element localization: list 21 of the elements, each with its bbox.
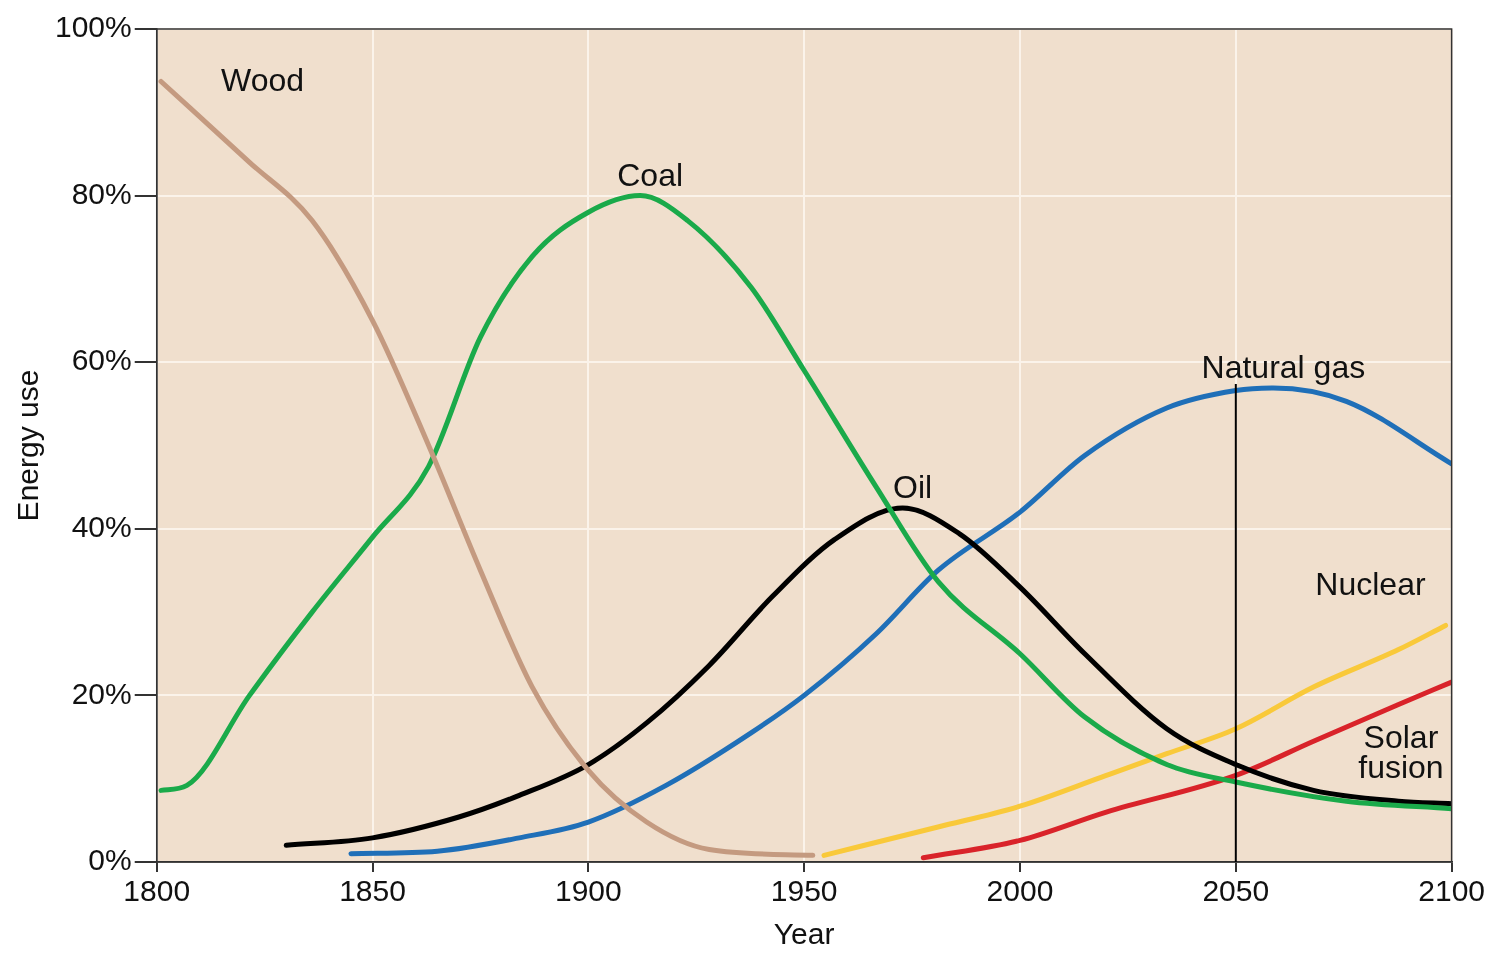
y-tick-label: 100% bbox=[54, 10, 132, 44]
x-tick-label: 1850 bbox=[339, 874, 406, 908]
series-label: Oil bbox=[893, 468, 933, 505]
x-tick-label: 2000 bbox=[986, 874, 1054, 908]
y-tick-label: 80% bbox=[71, 176, 132, 210]
x-tick-label: 1900 bbox=[554, 874, 622, 908]
x-tick-label: 2100 bbox=[1418, 874, 1486, 908]
series-label: Wood bbox=[221, 62, 305, 99]
series-label: Nuclear bbox=[1315, 566, 1426, 603]
x-axis-title: Year bbox=[773, 917, 835, 951]
x-tick-label: 1800 bbox=[123, 874, 191, 908]
series-label: Coal bbox=[617, 156, 684, 193]
series-label: Natural gas bbox=[1201, 349, 1366, 386]
y-axis-title: Energy use bbox=[11, 369, 45, 522]
y-tick-label: 20% bbox=[71, 676, 132, 710]
series-label: Solar fusion bbox=[1358, 719, 1444, 786]
y-tick-label: 40% bbox=[71, 510, 132, 544]
y-tick-label: 0% bbox=[88, 843, 132, 877]
y-tick-label: 60% bbox=[71, 343, 132, 377]
x-tick-label: 2050 bbox=[1202, 874, 1270, 908]
x-tick-label: 1950 bbox=[770, 874, 838, 908]
